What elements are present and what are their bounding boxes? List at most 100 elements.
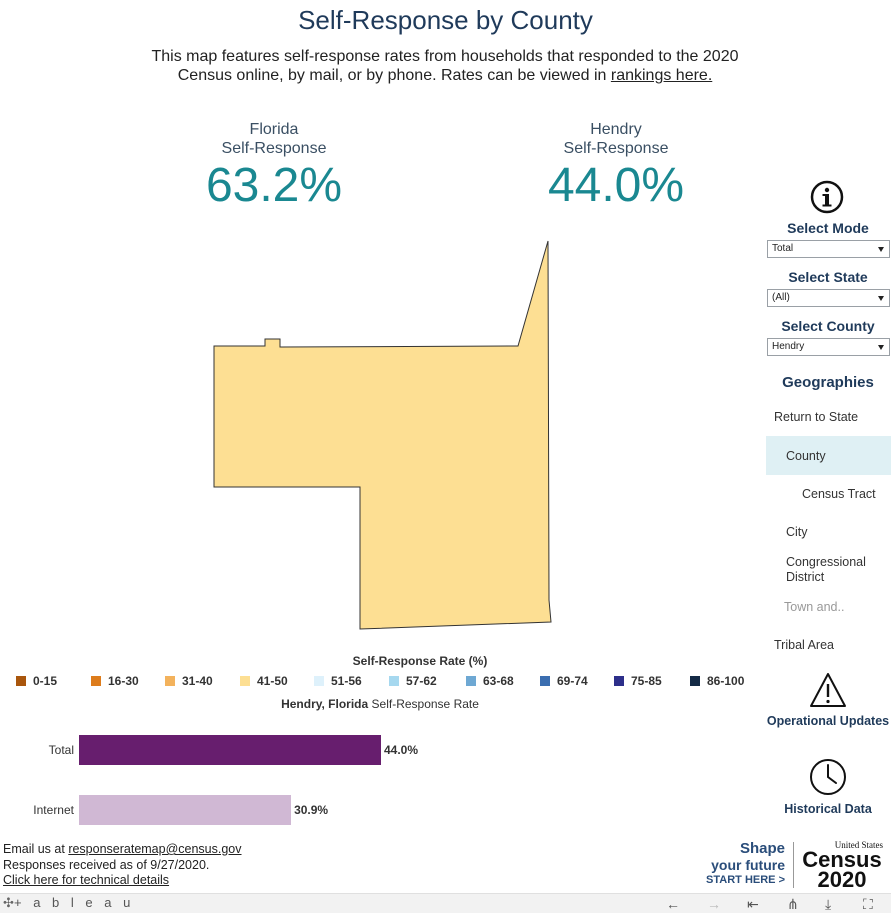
legend-item[interactable]: 86-100 xyxy=(690,674,744,688)
footer-info: Email us at responseratemap@census.gov R… xyxy=(3,842,242,889)
email-prefix: Email us at xyxy=(3,842,69,856)
operational-updates-button[interactable]: Operational Updates xyxy=(766,714,890,728)
geography-congressional-district[interactable]: Congressional District xyxy=(786,555,866,584)
legend-label: 63-68 xyxy=(483,674,514,688)
technical-details-link[interactable]: Click here for technical details xyxy=(3,873,170,887)
state-kpi-name: Florida xyxy=(249,121,299,138)
chevron-down-icon xyxy=(878,296,884,301)
subtitle-text: This map features self-response rates fr… xyxy=(151,48,739,84)
legend-item[interactable]: 51-56 xyxy=(314,674,362,688)
page-title: Self-Response by County xyxy=(298,5,593,35)
legend-swatch xyxy=(540,676,550,686)
start-here-word: START HERE > xyxy=(706,874,785,886)
legend-swatch xyxy=(690,676,700,686)
info-icon[interactable] xyxy=(810,180,844,214)
bar-category-label: Total xyxy=(48,743,74,757)
bar-value-label: 30.9% xyxy=(294,803,329,817)
logo-divider xyxy=(793,842,794,888)
county-map[interactable] xyxy=(0,215,760,645)
bar-chart-title: Hendry, Florida Self-Response Rate xyxy=(200,697,560,711)
bar-category-label: Internet xyxy=(33,803,74,817)
legend-item[interactable]: 75-85 xyxy=(614,674,662,688)
census-year: 2020 xyxy=(817,867,867,892)
legend-label: 41-50 xyxy=(257,674,288,688)
legend-item[interactable]: 57-62 xyxy=(389,674,437,688)
county-shape-hendry[interactable] xyxy=(213,240,552,630)
email-line: Email us at responseratemap@census.gov xyxy=(3,842,242,858)
legend-title: Self-Response Rate (%) xyxy=(352,654,488,668)
redo-icon[interactable]: → xyxy=(707,896,721,912)
geography-city[interactable]: City xyxy=(786,525,808,539)
select-mode-label: Select Mode xyxy=(787,220,869,236)
county-kpi: Hendry Self-Response 44.0% xyxy=(516,120,716,212)
bar-value-label: 44.0% xyxy=(384,743,419,757)
page-subtitle: This map features self-response rates fr… xyxy=(130,47,760,85)
geography-town[interactable]: Town and.. xyxy=(784,600,845,614)
rankings-link[interactable]: rankings here. xyxy=(610,67,713,84)
legend-item[interactable]: 69-74 xyxy=(540,674,588,688)
state-kpi-caption: Self-Response xyxy=(221,140,327,157)
census-word: Census xyxy=(802,847,882,872)
census-small-word: United States xyxy=(834,840,883,850)
select-state-dropdown[interactable]: (All) xyxy=(767,289,890,307)
legend-item[interactable]: 16-30 xyxy=(91,674,139,688)
revert-icon[interactable]: ⇤ xyxy=(747,896,759,912)
legend-label: 31-40 xyxy=(182,674,213,688)
warning-icon[interactable] xyxy=(808,671,848,709)
your-future-word: your future xyxy=(711,857,785,873)
select-county-dropdown[interactable]: Hendry xyxy=(767,338,890,356)
geography-county[interactable]: County xyxy=(786,449,826,463)
undo-icon[interactable]: ← xyxy=(666,896,680,912)
bar-total[interactable] xyxy=(79,735,381,765)
bar-chart-title-place: Hendry, Florida xyxy=(281,697,369,711)
geography-census-tract[interactable]: Census Tract xyxy=(802,487,876,501)
tableau-toolbar: ✣ + a b l e a u ← → ⇤ ⋔ ⤓ ⛶ xyxy=(0,893,891,913)
legend-swatch xyxy=(314,676,324,686)
share-icon[interactable]: ⋔ xyxy=(787,896,799,912)
select-county-value: Hendry xyxy=(772,341,805,352)
state-kpi-value: 63.2% xyxy=(205,159,343,212)
geography-tribal-area[interactable]: Tribal Area xyxy=(774,638,834,652)
clock-icon[interactable] xyxy=(808,757,848,797)
legend-label: 86-100 xyxy=(707,674,745,688)
county-kpi-name: Hendry xyxy=(590,121,642,138)
legend-label: 16-30 xyxy=(108,674,139,688)
fullscreen-icon[interactable]: ⛶ xyxy=(863,896,873,912)
bar-chart-title-rest: Self-Response Rate xyxy=(368,697,479,711)
received-date: Responses received as of 9/27/2020. xyxy=(3,857,210,872)
legend-item[interactable]: 63-68 xyxy=(466,674,514,688)
select-state-label: Select State xyxy=(788,269,868,285)
legend-swatch xyxy=(16,676,26,686)
chevron-down-icon xyxy=(878,345,884,350)
tableau-logo-icon[interactable]: ✣ xyxy=(3,895,14,910)
select-county-label: Select County xyxy=(781,318,875,334)
shape-your-future-logo[interactable]: Shape your future START HERE > xyxy=(703,840,785,888)
county-kpi-caption: Self-Response xyxy=(563,140,669,157)
bar-internet[interactable] xyxy=(79,795,292,825)
legend-swatch xyxy=(389,676,399,686)
legend-swatch xyxy=(466,676,476,686)
county-kpi-value: 44.0% xyxy=(547,159,685,212)
legend: 0-15 16-30 31-40 41-50 51-56 57-62 63-68 69-74 7… xyxy=(0,674,760,690)
legend-label: 69-74 xyxy=(557,674,588,688)
legend-item[interactable]: 31-40 xyxy=(165,674,213,688)
census-2020-logo[interactable]: United States Census 2020 xyxy=(797,840,887,892)
legend-item[interactable]: 0-15 xyxy=(16,674,57,688)
geography-return-to-state[interactable]: Return to State xyxy=(774,410,859,424)
chevron-down-icon xyxy=(878,247,884,252)
legend-swatch xyxy=(614,676,624,686)
email-link[interactable]: responseratemap@census.gov xyxy=(68,842,242,856)
tableau-logo-text[interactable]: + a b l e a u xyxy=(14,895,135,910)
legend-swatch xyxy=(165,676,175,686)
geography-selected-highlight xyxy=(766,436,891,475)
legend-item[interactable]: 41-50 xyxy=(240,674,288,688)
legend-label: 0-15 xyxy=(33,674,58,688)
legend-swatch xyxy=(240,676,250,686)
select-state-value: (All) xyxy=(772,292,790,303)
legend-swatch xyxy=(91,676,101,686)
shape-word: Shape xyxy=(739,840,785,857)
state-kpi: Florida Self-Response 63.2% xyxy=(174,120,374,212)
select-mode-dropdown[interactable]: Total xyxy=(767,240,890,258)
historical-data-button[interactable]: Historical Data xyxy=(784,802,872,816)
download-icon[interactable]: ⤓ xyxy=(825,896,832,912)
